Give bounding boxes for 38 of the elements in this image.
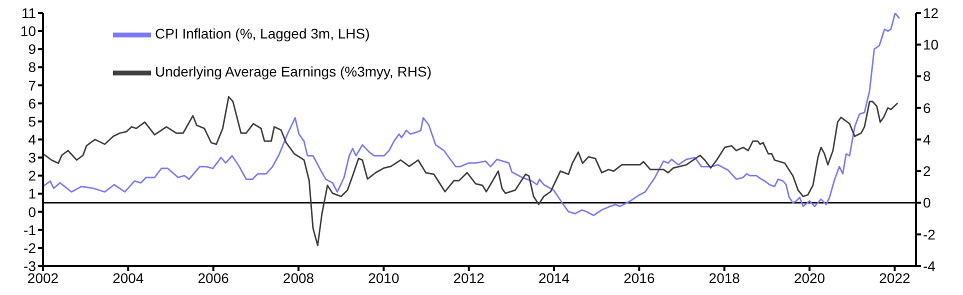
y2-tick-label: -2 (923, 226, 936, 242)
y-tick-label: 10 (20, 23, 36, 40)
y-tick-label: 8 (28, 59, 36, 76)
y2-tick-label: 10 (923, 36, 939, 53)
x-tick-label: 2018 (708, 270, 740, 286)
x-tick-label: 2016 (624, 270, 655, 286)
line-series (43, 96, 898, 246)
y-tick-label: -3 (24, 258, 36, 274)
x-tick-label: 2012 (453, 270, 485, 286)
y-tick-label: -1 (24, 222, 36, 238)
y-tick-label: 4 (28, 131, 36, 148)
y-tick-label: 0 (28, 204, 36, 220)
y-tick-label: 7 (28, 77, 36, 94)
y2-tick-label: 4 (923, 131, 931, 148)
x-tick-label: 2022 (879, 270, 910, 286)
y2-tick-label: 8 (923, 68, 931, 84)
y2-tick-label: 2 (923, 163, 931, 180)
y-tick-label: 3 (28, 150, 36, 166)
x-tick-label: 2010 (368, 270, 400, 286)
y2-tick-label: 0 (923, 194, 931, 211)
x-tick-label: 2004 (112, 270, 144, 286)
legend-label: CPI Inflation (%, Lagged 3m, LHS) (155, 26, 370, 42)
y-tick-label: 9 (28, 41, 36, 58)
y-tick-label: 6 (28, 95, 36, 112)
y-tick-label: 1 (28, 186, 36, 202)
y-tick-label: 11 (21, 4, 36, 21)
y-tick-label: -2 (24, 240, 36, 256)
x-tick-label: 2014 (538, 270, 570, 286)
y2-tick-label: 6 (923, 100, 931, 116)
y-tick-label: 5 (28, 113, 36, 130)
x-tick-label: 2020 (794, 270, 826, 286)
x-tick-label: 2006 (198, 270, 230, 286)
y2-tick-label: 12 (923, 4, 939, 21)
line-series (43, 13, 900, 216)
y-tick-label: 2 (28, 168, 36, 184)
y2-tick-label: -4 (923, 258, 936, 274)
legend-label: Underlying Average Earnings (%3myy, RHS) (155, 64, 432, 80)
x-tick-label: 2008 (282, 270, 314, 286)
